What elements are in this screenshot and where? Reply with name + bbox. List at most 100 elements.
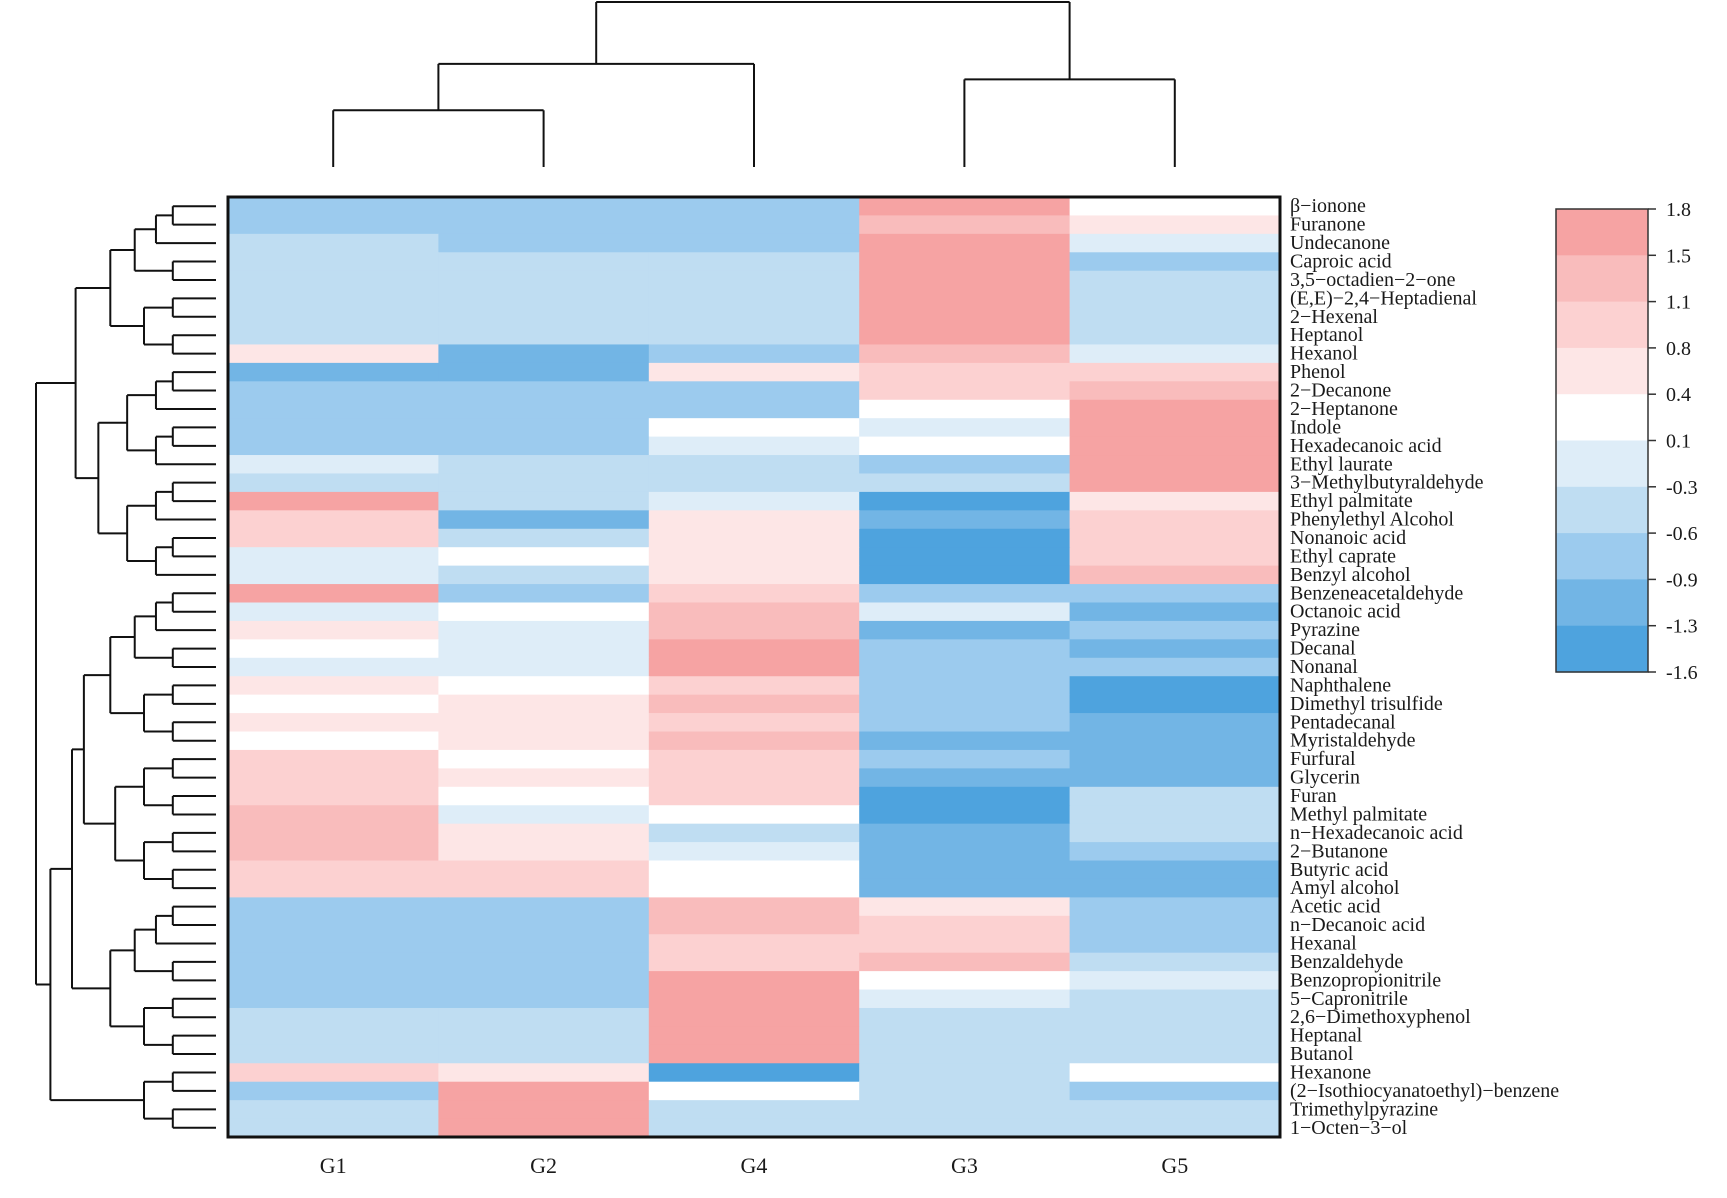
heatmap-cell [1069, 934, 1281, 954]
heatmap-cell [1069, 1118, 1281, 1138]
row-label: Ethyl laurate [1290, 453, 1393, 475]
heatmap-cell [228, 1081, 439, 1101]
row-label: Hexanol [1290, 343, 1358, 365]
heatmap-cell [438, 270, 650, 290]
heatmap-cell [1069, 584, 1281, 604]
row-label: Butanol [1290, 1043, 1354, 1065]
heatmap-cell [438, 1100, 650, 1120]
heatmap-cell [1069, 620, 1281, 640]
heatmap-cell [1069, 786, 1281, 806]
row-label: Hexanone [1290, 1061, 1371, 1083]
heatmap-cell [859, 915, 1071, 935]
heatmap-cell [648, 639, 860, 659]
heatmap-cell [1069, 952, 1281, 972]
heatmap-cell [859, 491, 1071, 511]
heatmap-cell [228, 713, 439, 733]
legend-tick-label: 0.8 [1666, 338, 1691, 360]
heatmap-cell [648, 694, 860, 714]
heatmap-cell [228, 215, 439, 235]
heatmap-cell [228, 1100, 439, 1120]
legend-tick-label: 0.4 [1666, 384, 1691, 406]
heatmap-cell [648, 713, 860, 733]
legend-swatch [1556, 625, 1648, 673]
heatmap-cell [648, 197, 860, 217]
heatmap-cell [438, 307, 650, 327]
heatmap-cell [648, 897, 860, 917]
legend-tick-label: 0.1 [1666, 431, 1691, 453]
row-label: Benzyl alcohol [1290, 564, 1411, 586]
heatmap-cell [228, 768, 439, 788]
row-label: (2−Isothiocyanatoethyl)−benzene [1290, 1080, 1559, 1102]
heatmap-cell [1069, 823, 1281, 843]
heatmap-cell [859, 1026, 1071, 1046]
legend-tick-label: -0.9 [1666, 569, 1698, 591]
heatmap-cell [438, 768, 650, 788]
heatmap-cell [859, 1081, 1071, 1101]
row-label: Ethyl palmitate [1290, 490, 1413, 512]
heatmap-cell [438, 620, 650, 640]
heatmap-cell [228, 805, 439, 825]
column-label: G4 [741, 1153, 768, 1178]
heatmap-cell [1069, 749, 1281, 769]
heatmap-cell [1069, 602, 1281, 622]
row-label: Furanone [1290, 214, 1366, 236]
heatmap-cell [859, 455, 1071, 475]
heatmap-cell [648, 381, 860, 401]
heatmap-cell [438, 749, 650, 769]
heatmap-cell [648, 805, 860, 825]
row-label: Benzeneacetaldehyde [1290, 582, 1463, 604]
heatmap-cell [228, 602, 439, 622]
row-label: 2−Hexenal [1290, 306, 1378, 328]
heatmap-cell [228, 639, 439, 659]
heatmap-cell [438, 197, 650, 217]
row-label: Glycerin [1290, 767, 1360, 789]
heatmap-cell [438, 326, 650, 346]
heatmap-cell [859, 823, 1071, 843]
legend-tick-label: 1.1 [1666, 292, 1691, 314]
legend-swatch [1556, 255, 1648, 303]
row-label: Butyric acid [1290, 859, 1388, 881]
heatmap-cell [228, 878, 439, 898]
heatmap-cell [859, 528, 1071, 548]
heatmap-cell [438, 897, 650, 917]
heatmap-cell [648, 344, 860, 364]
heatmap-cell [438, 713, 650, 733]
heatmap-cell [648, 768, 860, 788]
row-label: 3−Methylbutyraldehyde [1290, 472, 1484, 494]
heatmap-cell [438, 565, 650, 585]
heatmap-cell [438, 473, 650, 493]
heatmap-cell [1069, 1007, 1281, 1028]
legend-swatch [1556, 486, 1648, 534]
heatmap-cell [859, 731, 1071, 751]
heatmap-cell [438, 971, 650, 991]
heatmap-cell [438, 399, 650, 419]
heatmap-cell [648, 1044, 860, 1064]
heatmap-cell [1069, 418, 1281, 438]
heatmap-cell [859, 399, 1071, 419]
row-label: 5−Capronitrile [1290, 988, 1408, 1010]
heatmap-cell [648, 307, 860, 327]
heatmap-cell [859, 639, 1071, 659]
row-label: Phenylethyl Alcohol [1290, 509, 1454, 531]
heatmap-cell [859, 289, 1071, 309]
heatmap-cell [438, 1063, 650, 1083]
heatmap-cell [438, 676, 650, 696]
legend-tick-label: -0.3 [1666, 477, 1698, 499]
heatmap-cell [1069, 436, 1281, 456]
heatmap-cell [859, 233, 1071, 253]
heatmap-cell [859, 1044, 1071, 1064]
heatmap-cell [859, 344, 1071, 364]
row-label: Benzopropionitrile [1290, 969, 1441, 991]
heatmap-cell [648, 399, 860, 419]
legend-tick-label: -1.3 [1666, 616, 1698, 638]
heatmap-cell [859, 270, 1071, 290]
heatmap-cell [648, 1026, 860, 1046]
heatmap-cell [228, 952, 439, 972]
row-label: Furfural [1290, 748, 1356, 770]
legend-tick-label: 1.5 [1666, 245, 1691, 267]
heatmap-cell [438, 878, 650, 898]
heatmap-cell [228, 233, 439, 253]
row-label: 3,5−octadien−2−one [1290, 269, 1456, 291]
heatmap-cell [228, 455, 439, 475]
heatmap-cell [1069, 528, 1281, 548]
